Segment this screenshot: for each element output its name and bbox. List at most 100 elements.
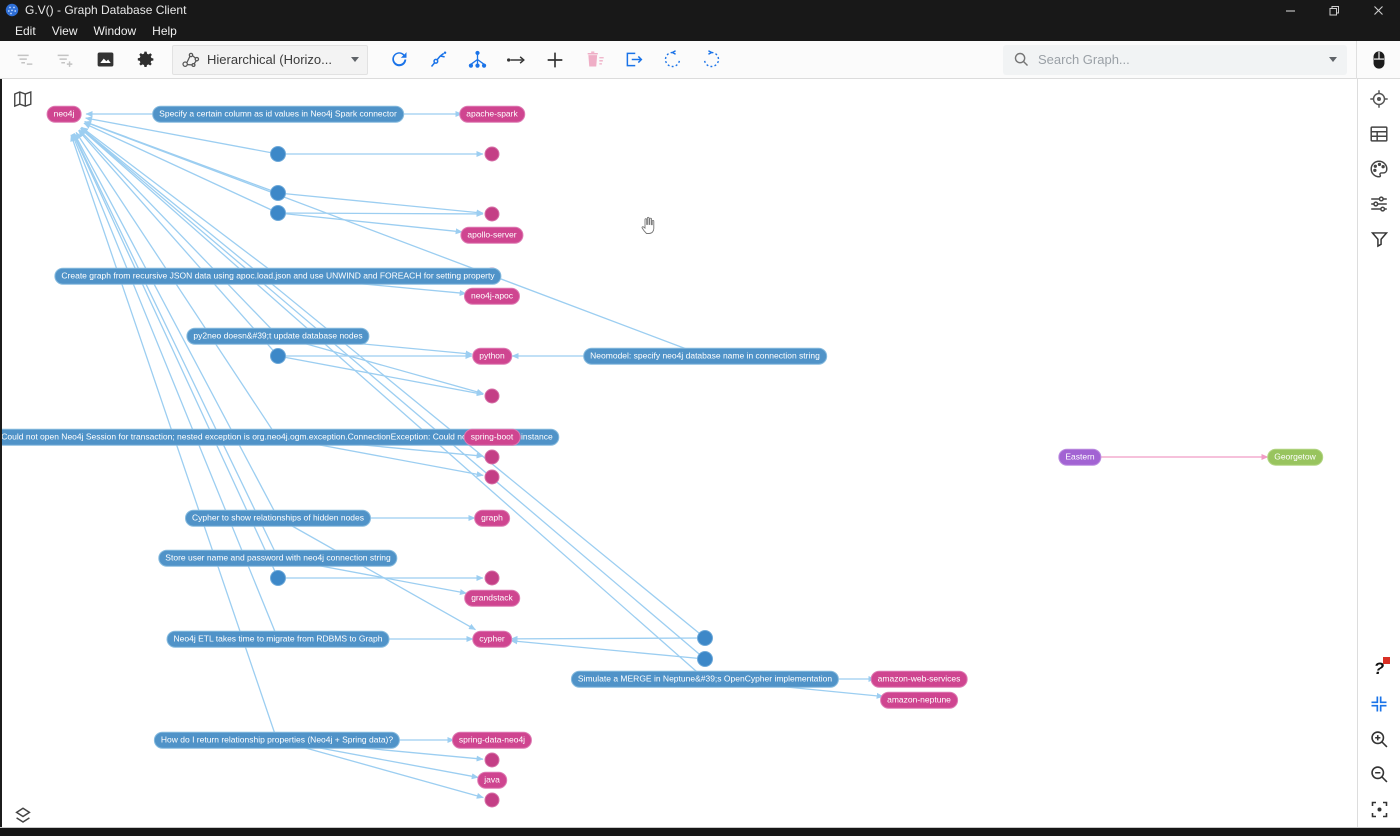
graph-node-pd7[interactable] [484,570,500,586]
graph-edge [277,355,484,397]
graph-node-pd2[interactable] [484,206,500,222]
delete-button[interactable] [581,47,607,73]
graph-node-bd1[interactable] [270,146,286,162]
edge-length-button[interactable] [503,47,529,73]
help-button[interactable]: ? [1367,657,1391,681]
settings-button[interactable] [132,47,158,73]
search-dropdown-caret[interactable] [1329,57,1337,62]
menu-item-view[interactable]: View [51,23,78,38]
graph-node-q_create[interactable]: Create graph from recursive JSON data us… [54,267,502,285]
undo-button[interactable] [659,47,685,73]
table-view-button[interactable] [1367,122,1391,146]
maximize-button[interactable] [1312,0,1356,20]
display-settings-button[interactable] [1367,192,1391,216]
toolbar: Hierarchical (Horizo... [0,40,1400,79]
filter-button[interactable] [1367,227,1391,251]
graph-node-bd7[interactable] [697,651,713,667]
funnel-icon [1370,231,1388,247]
window-edge [0,827,1400,836]
styles-palette-button[interactable] [1367,157,1391,181]
graph-node-sdn[interactable]: spring-data-neo4j [451,731,533,749]
graph-node-grandstack[interactable]: grandstack [464,589,520,607]
export-button[interactable] [620,47,646,73]
zoom-out-button[interactable] [1367,762,1391,786]
graph-node-q_py2neo[interactable]: py2neo doesn&#39;t update database nodes [186,327,370,345]
graph-edge [80,128,706,680]
add-filter-button[interactable] [52,47,78,73]
minimap-icon[interactable] [12,89,34,111]
graph-edge [85,116,279,155]
titlebar: G.V() - Graph Database Client [0,0,1400,20]
graph-node-q_neomodel[interactable]: Neomodel: specify neo4j database name in… [583,347,827,365]
mouse-icon [1373,50,1384,69]
graph-node-q_simulate[interactable]: Simulate a MERGE in Neptune&#39;s OpenCy… [570,670,840,688]
graph-node-georgetow[interactable]: Georgetow [1267,448,1323,466]
add-element-button[interactable] [542,47,568,73]
graph-node-pd6[interactable] [484,469,500,485]
layers-icon[interactable] [12,805,34,827]
refresh-icon [391,52,406,67]
graph-node-pd1[interactable] [484,146,500,162]
minimize-button[interactable] [1268,0,1312,20]
graph-node-neo4j_apoc[interactable]: neo4j-apoc [463,287,521,305]
graph-node-pd9[interactable] [484,792,500,808]
window-controls [1268,0,1400,20]
graph-edge [277,517,476,631]
center-focus-icon [1371,801,1387,817]
graph-node-spring_boot[interactable]: spring-boot [463,428,521,446]
mouse-controls-button[interactable] [1366,47,1392,73]
graph-edge [81,126,279,277]
graph-node-bd2[interactable] [270,185,286,201]
prune-edges-button[interactable] [425,47,451,73]
graph-node-q_store[interactable]: Store user name and password with neo4j … [158,549,398,567]
locate-icon [1370,90,1388,108]
chevron-down-icon [351,57,359,62]
graph-node-bd5[interactable] [270,570,286,586]
export-image-button[interactable] [92,47,118,73]
fit-to-screen-button[interactable] [1367,692,1391,716]
locate-button[interactable] [1367,87,1391,111]
graph-node-pd4[interactable] [484,388,500,404]
graph-node-q_spark[interactable]: Specify a certain column as id values in… [152,105,404,123]
redo-button[interactable] [698,47,724,73]
graph-edge [75,131,278,438]
refresh-button[interactable] [386,47,412,73]
graph-canvas[interactable]: Specify a certain column as id values in… [2,79,1357,827]
graph-node-q_return[interactable]: How do I return relationship properties … [153,731,401,749]
graph-node-apollo[interactable]: apollo-server [460,226,524,244]
graph-node-pd5[interactable] [484,449,500,465]
graph-node-bd4[interactable] [270,348,286,364]
graph-node-q_hidden[interactable]: Cypher to show relationships of hidden n… [185,509,371,527]
graph-node-eastern[interactable]: Eastern [1058,448,1102,466]
graph-node-java[interactable]: java [477,771,507,789]
redo-icon [703,50,719,68]
menu-item-help[interactable]: Help [152,23,177,38]
graph-node-neo4j[interactable]: neo4j [46,105,82,123]
close-button[interactable] [1356,0,1400,20]
graph-node-amazon_neptune[interactable]: amazon-neptune [880,691,958,709]
menu-item-edit[interactable]: Edit [15,23,36,38]
layout-selector[interactable]: Hierarchical (Horizo... [172,44,368,75]
center-focus-button[interactable] [1367,797,1391,821]
help-badge [1383,657,1390,664]
graph-edge [510,635,706,642]
graph-node-q_could[interactable]: Could not open Neo4j Session for transac… [2,428,560,446]
graph-node-pd8[interactable] [484,752,500,768]
graph-node-graph[interactable]: graph [474,509,510,527]
graph-edge [277,212,463,235]
menu-item-window[interactable]: Window [93,23,137,38]
graph-node-apache_spark[interactable]: apache-spark [459,105,525,123]
graph-node-q_etl[interactable]: Neo4j ETL takes time to migrate from RDB… [166,630,390,648]
graph-node-cypher[interactable]: cypher [472,630,512,648]
search-input[interactable] [1038,52,1321,67]
clear-filters-button[interactable] [12,47,38,73]
hierarchy-layout-button[interactable] [464,47,490,73]
graph-node-bd6[interactable] [697,630,713,646]
zoom-in-button[interactable] [1367,727,1391,751]
window-title: G.V() - Graph Database Client [25,3,187,17]
graph-edge [78,130,279,357]
graph-node-aws[interactable]: amazon-web-services [870,670,968,688]
graph-edge [78,129,279,337]
graph-node-python[interactable]: python [472,347,512,365]
graph-node-bd3[interactable] [270,205,286,221]
